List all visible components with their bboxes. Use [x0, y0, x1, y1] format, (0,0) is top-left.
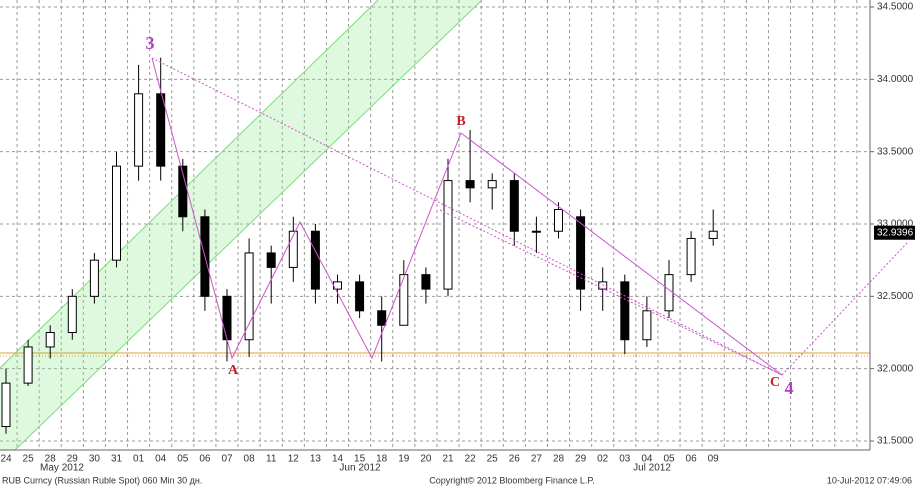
candle-body [23, 346, 33, 384]
wave-lines [151, 57, 909, 376]
candle-body [112, 165, 121, 261]
annotation: B [456, 114, 465, 129]
candle-body [686, 237, 696, 276]
x-tick-label: 12 [288, 454, 300, 465]
channel [0, 0, 482, 450]
x-tick-label: 29 [67, 454, 79, 465]
candle-body [598, 281, 608, 290]
candle-body [620, 281, 630, 341]
timestamp: 10-Jul-2012 07:49:06 [827, 475, 912, 485]
candle-body [222, 295, 232, 341]
annotation: 4 [785, 378, 794, 398]
candles [1, 57, 718, 434]
candle-body [576, 216, 586, 290]
x-tick-label: 04 [641, 454, 653, 465]
x-tick-label: 20 [420, 454, 432, 465]
candle-body [642, 310, 652, 341]
x-tick-label: 01 [133, 454, 145, 465]
y-tick-label: 34.5000 [877, 2, 914, 13]
x-tick-label: 27 [531, 454, 543, 465]
candle-body [45, 332, 55, 348]
candle-body [554, 209, 563, 232]
channel-line [0, 0, 379, 369]
grid [0, 0, 870, 450]
channel-line [14, 0, 483, 451]
x-tick-label: 22 [465, 454, 477, 465]
copyright: Copyright© 2012 Bloomberg Finance L.P. [429, 475, 595, 485]
x-tick-label: 08 [244, 454, 256, 465]
x-tick-label: 15 [354, 454, 366, 465]
candle-body [421, 274, 431, 290]
candle-body [399, 274, 409, 326]
candle-body [178, 165, 188, 218]
y-tick-label: 32.0000 [877, 363, 914, 374]
annotation: C [770, 375, 780, 390]
candle-body [443, 180, 453, 290]
x-tick-label: 24 [0, 454, 12, 465]
x-tick-label: 03 [619, 454, 631, 465]
x-tick-label: 04 [155, 454, 167, 465]
candle-body [531, 230, 541, 233]
x-tick-label: 30 [89, 454, 101, 465]
candle-body [465, 180, 475, 189]
wave-line [439, 209, 783, 376]
candle-body [355, 281, 365, 312]
axes: 31.5000 32.0000 32.5000 33.0000 33.5000 34.00… [0, 2, 913, 465]
candle-body [708, 230, 718, 239]
month-label: Jun 2012 [339, 463, 381, 474]
y-tick-label: 31.5000 [877, 436, 914, 447]
candle-body [244, 252, 254, 341]
candle-body [266, 252, 276, 268]
y-tick-label: 32.5000 [877, 291, 914, 302]
candle-body [89, 259, 99, 297]
x-tick-label: 09 [708, 454, 720, 465]
month-label: Jul 2012 [633, 463, 671, 474]
candle-body [310, 230, 320, 290]
y-tick-label: 33.5000 [877, 146, 914, 157]
x-tick-label: 21 [442, 454, 454, 465]
x-tick-label: 26 [509, 454, 521, 465]
x-tick-label: 11 [266, 454, 277, 465]
wave-line [151, 57, 783, 376]
candle-body [664, 274, 674, 312]
x-tick-label: 06 [199, 454, 211, 465]
y-tick-label: 33.0000 [877, 219, 914, 230]
y-tick-label: 34.0000 [877, 74, 914, 85]
x-tick-label: 18 [376, 454, 388, 465]
annotation: 3 [146, 33, 155, 53]
x-tick-label: 02 [597, 454, 609, 465]
x-tick-label: 06 [686, 454, 698, 465]
last-price-tag [874, 225, 915, 240]
candle-body [377, 310, 387, 326]
candle-body [509, 180, 519, 232]
wave-line [151, 57, 783, 376]
x-tick-label: 05 [177, 454, 189, 465]
x-tick-label: 25 [487, 454, 499, 465]
x-tick-label: 28 [45, 454, 57, 465]
x-tick-label: 25 [23, 454, 35, 465]
x-tick-label: 07 [221, 454, 233, 465]
x-tick-label: 31 [111, 454, 123, 465]
last-price-label: 32.9396 [877, 227, 914, 238]
candle-body [487, 180, 497, 189]
candle-body [288, 230, 298, 268]
x-tick-label: 13 [310, 454, 322, 465]
source: RUB Curncy (Russian Ruble Spot) 060 Min … [2, 475, 202, 485]
wave-line [781, 241, 909, 376]
x-tick-label: 28 [553, 454, 565, 465]
month-label: May 2012 [40, 463, 84, 474]
candle-body [156, 93, 166, 167]
x-tick-label: 05 [663, 454, 675, 465]
x-tick-label: 14 [332, 454, 344, 465]
candle-body [134, 93, 144, 167]
annotation: A [228, 363, 239, 378]
x-tick-label: 19 [398, 454, 410, 465]
x-tick-label: 29 [575, 454, 587, 465]
candle-body [67, 295, 77, 334]
candle-body [1, 382, 11, 428]
